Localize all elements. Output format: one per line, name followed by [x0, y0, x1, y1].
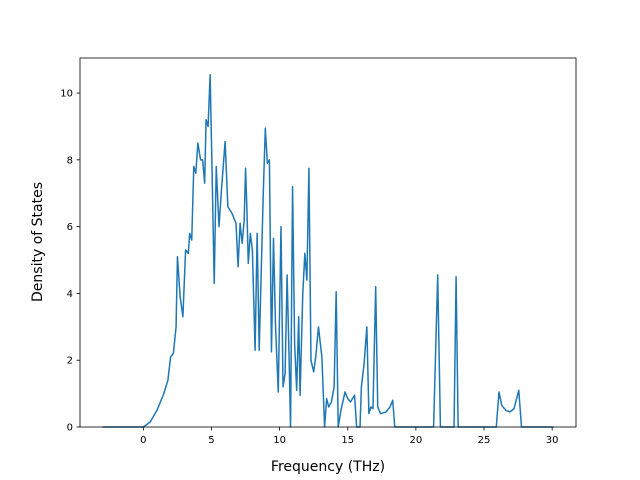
dos-line [102, 73, 554, 428]
x-tick-label: 0 [140, 435, 146, 446]
plot-frame [79, 57, 577, 428]
y-tick-label: 2 [67, 356, 73, 367]
y-axis-label: Density of States [30, 182, 46, 302]
y-tick-label: 4 [67, 289, 73, 300]
x-axis-label: Frequency (THz) [271, 459, 385, 475]
x-tick-label: 15 [341, 435, 354, 446]
y-tick-label: 8 [67, 155, 73, 166]
y-tick-label: 0 [67, 423, 73, 434]
x-tick-label: 10 [273, 435, 286, 446]
y-tick-label: 10 [60, 89, 73, 100]
x-tick-label: 20 [410, 435, 423, 446]
x-tick-label: 30 [546, 435, 559, 446]
x-tick-label: 5 [208, 435, 214, 446]
y-tick-label: 6 [67, 222, 73, 233]
x-tick-label: 25 [478, 435, 491, 446]
